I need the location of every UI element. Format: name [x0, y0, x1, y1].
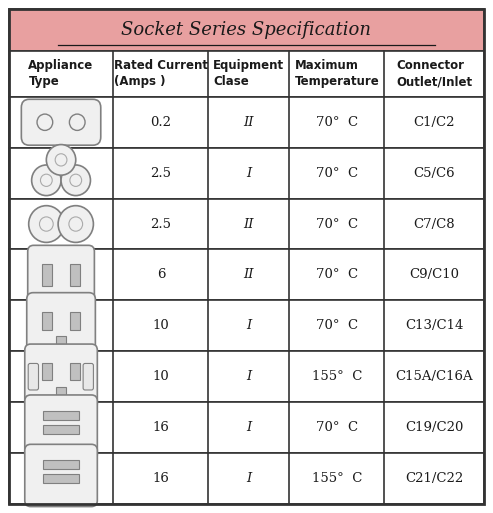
Circle shape — [46, 145, 76, 175]
Text: Rated Current
(Amps ): Rated Current (Amps ) — [114, 60, 208, 88]
FancyBboxPatch shape — [28, 245, 94, 305]
Text: I: I — [246, 421, 251, 434]
Bar — [43, 474, 79, 483]
Text: Connector
Outlet/Inlet: Connector Outlet/Inlet — [396, 60, 472, 88]
Text: II: II — [244, 268, 254, 282]
Text: I: I — [246, 319, 251, 332]
FancyBboxPatch shape — [9, 9, 484, 51]
Text: 70°  C: 70° C — [316, 167, 358, 180]
Bar — [42, 311, 52, 330]
Bar — [56, 336, 66, 352]
Bar — [70, 363, 80, 380]
Text: 2.5: 2.5 — [150, 218, 172, 230]
Bar — [56, 387, 66, 402]
Text: Socket Series Specification: Socket Series Specification — [121, 21, 372, 39]
Circle shape — [55, 154, 67, 166]
Text: 70°  C: 70° C — [316, 268, 358, 282]
FancyBboxPatch shape — [28, 363, 38, 390]
FancyBboxPatch shape — [25, 444, 97, 506]
Bar — [43, 460, 79, 469]
Text: C9/C10: C9/C10 — [409, 268, 459, 282]
Text: 10: 10 — [152, 319, 169, 332]
Circle shape — [69, 217, 83, 231]
Text: C21/C22: C21/C22 — [405, 472, 463, 485]
Text: I: I — [246, 472, 251, 485]
Bar — [42, 363, 52, 380]
Text: 70°  C: 70° C — [316, 218, 358, 230]
Text: C7/C8: C7/C8 — [414, 218, 455, 230]
Text: C13/C14: C13/C14 — [405, 319, 463, 332]
FancyBboxPatch shape — [9, 301, 484, 351]
Text: 0.2: 0.2 — [150, 116, 172, 129]
Text: C15A/C16A: C15A/C16A — [395, 370, 473, 383]
FancyBboxPatch shape — [25, 344, 97, 409]
Text: 155°  C: 155° C — [312, 370, 362, 383]
Text: 16: 16 — [152, 472, 169, 485]
FancyBboxPatch shape — [9, 453, 484, 504]
Text: C1/C2: C1/C2 — [414, 116, 455, 129]
Text: Equipment
Clase: Equipment Clase — [213, 60, 284, 88]
Circle shape — [40, 174, 52, 186]
FancyBboxPatch shape — [25, 395, 97, 460]
Text: 2.5: 2.5 — [150, 167, 172, 180]
Circle shape — [39, 217, 53, 231]
FancyBboxPatch shape — [27, 292, 95, 359]
Text: 70°  C: 70° C — [316, 421, 358, 434]
Bar — [43, 425, 79, 434]
Text: II: II — [244, 116, 254, 129]
Text: Maximum
Temperature: Maximum Temperature — [294, 60, 379, 88]
Circle shape — [58, 206, 93, 243]
FancyBboxPatch shape — [9, 351, 484, 402]
FancyBboxPatch shape — [9, 199, 484, 249]
Bar — [70, 264, 80, 286]
Bar — [50, 445, 72, 453]
FancyBboxPatch shape — [83, 363, 93, 390]
Text: 16: 16 — [152, 421, 169, 434]
FancyBboxPatch shape — [9, 249, 484, 301]
Bar — [43, 411, 79, 420]
Bar — [70, 311, 80, 330]
FancyBboxPatch shape — [21, 100, 101, 145]
Text: 6: 6 — [157, 268, 165, 282]
FancyBboxPatch shape — [9, 148, 484, 199]
Text: Appliance
Type: Appliance Type — [29, 60, 94, 88]
Text: C5/C6: C5/C6 — [414, 167, 455, 180]
Text: I: I — [246, 370, 251, 383]
Text: C19/C20: C19/C20 — [405, 421, 463, 434]
Text: 10: 10 — [152, 370, 169, 383]
Text: I: I — [246, 167, 251, 180]
FancyBboxPatch shape — [9, 402, 484, 453]
Text: 70°  C: 70° C — [316, 319, 358, 332]
Text: II: II — [244, 218, 254, 230]
Bar — [42, 264, 52, 286]
FancyBboxPatch shape — [9, 51, 484, 97]
Circle shape — [29, 206, 64, 243]
Text: 70°  C: 70° C — [316, 116, 358, 129]
Circle shape — [32, 165, 61, 195]
Circle shape — [70, 114, 85, 130]
Circle shape — [37, 114, 53, 130]
Text: 155°  C: 155° C — [312, 472, 362, 485]
FancyBboxPatch shape — [9, 97, 484, 148]
Circle shape — [61, 165, 90, 195]
Circle shape — [70, 174, 82, 186]
